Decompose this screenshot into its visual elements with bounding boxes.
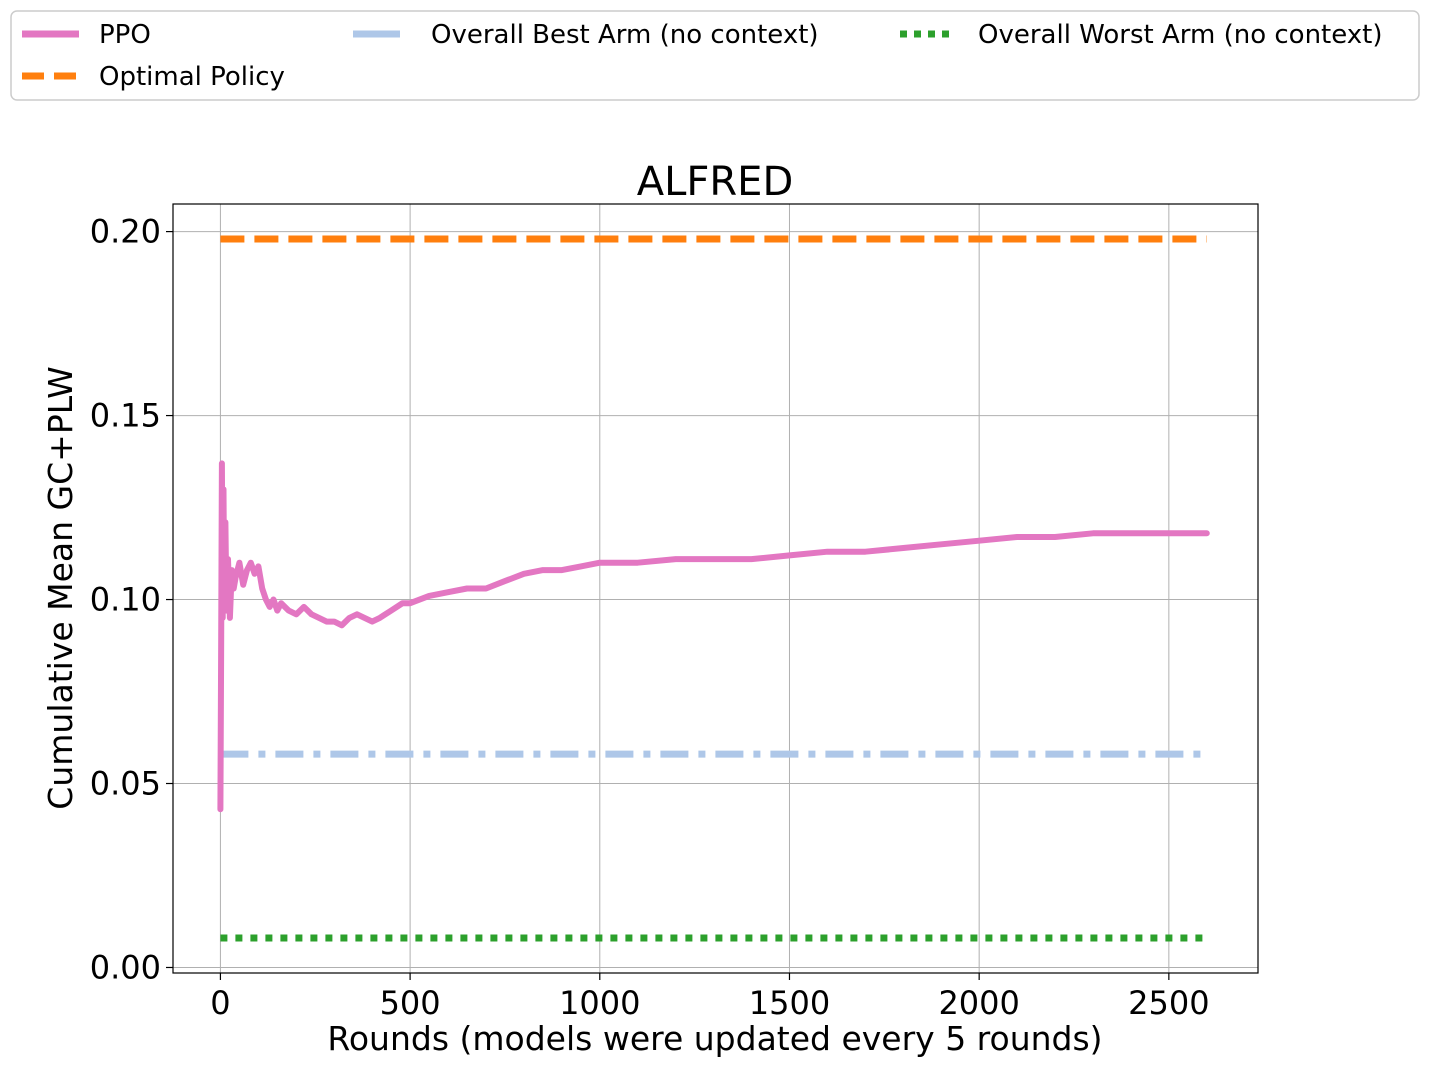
gridlines: [173, 204, 1258, 973]
series: [217, 235, 1210, 942]
legend-entry-optimal-policy: Optimal Policy: [22, 62, 285, 92]
x-axis-label: Rounds (models were updated every 5 roun…: [327, 1019, 1102, 1058]
chart-title: ALFRED: [637, 159, 794, 205]
x-tick-label: 1000: [559, 984, 640, 1022]
x-tick-label: 2500: [1128, 984, 1209, 1022]
y-axis-ticks: 0.00 0.05 0.10 0.15 0.20: [90, 213, 173, 986]
legend: PPO Optimal Policy Overall Best Arm (no …: [10, 10, 1420, 101]
y-tick-label: 0.15: [90, 397, 161, 435]
legend-entry-ppo: PPO: [22, 20, 151, 50]
y-axis-label: Cumulative Mean GC+PLW: [41, 366, 80, 809]
plot-frame: [172, 203, 1259, 974]
y-tick-label: 0.00: [90, 948, 161, 986]
legend-label-optimal-policy: Optimal Policy: [99, 62, 285, 92]
legend-label-best-arm: Overall Best Arm (no context): [431, 20, 819, 50]
x-tick-label: 2000: [938, 984, 1019, 1022]
series-line-ppo: [217, 460, 1210, 813]
legend-label-ppo: PPO: [99, 20, 151, 50]
x-tick-label: 0: [210, 984, 230, 1022]
x-tick-label: 500: [380, 984, 441, 1022]
x-axis-ticks: 0 500 1000 1500 2000 2500: [210, 973, 1210, 1022]
legend-label-worst-arm: Overall Worst Arm (no context): [978, 20, 1383, 50]
y-tick-label: 0.05: [90, 765, 161, 803]
y-tick-label: 0.10: [90, 581, 161, 619]
y-tick-label: 0.20: [90, 213, 161, 251]
legend-entry-worst-arm: Overall Worst Arm (no context): [900, 20, 1383, 50]
legend-entry-best-arm: Overall Best Arm (no context): [353, 20, 819, 50]
x-tick-label: 1500: [749, 984, 830, 1022]
